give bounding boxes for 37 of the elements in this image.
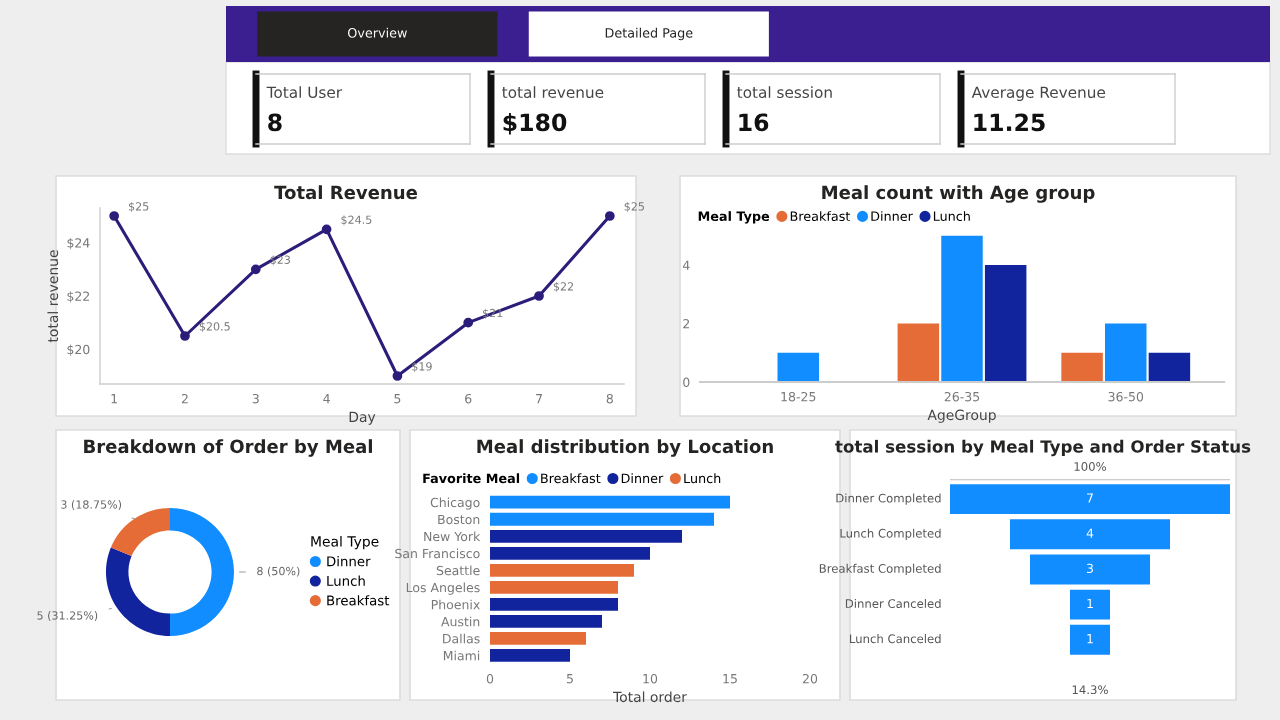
bar <box>490 546 650 560</box>
bar <box>490 495 730 509</box>
text: 16 <box>739 113 769 132</box>
donut-slice <box>110 508 170 557</box>
point <box>604 211 615 221</box>
bar <box>984 265 1027 382</box>
donut-slice <box>170 508 234 636</box>
bar <box>1148 352 1191 382</box>
point <box>463 317 474 328</box>
bar <box>1061 352 1103 382</box>
point <box>250 264 261 275</box>
point <box>392 371 403 381</box>
donut-slice <box>106 547 170 636</box>
point <box>180 331 190 341</box>
bar <box>490 632 586 645</box>
bar <box>490 598 618 611</box>
chart-title: Meal distribution by Location <box>477 439 773 457</box>
text: $180 <box>503 112 567 135</box>
text: 11.25 <box>974 113 1045 132</box>
chart-title: Breakdown of Order by Meal <box>84 439 372 457</box>
bar <box>490 615 602 628</box>
bar <box>897 323 940 382</box>
point <box>321 224 332 235</box>
bar <box>490 580 618 594</box>
bar <box>490 649 570 662</box>
text: total session by Meal Type and Order Status <box>835 439 1251 457</box>
chart-title: Meal count with Age group <box>822 185 1095 203</box>
point <box>534 291 544 301</box>
bar <box>490 529 682 543</box>
bar <box>1105 323 1147 382</box>
bar <box>490 512 714 526</box>
chart-title: Total Revenue <box>274 185 417 200</box>
point <box>109 211 120 221</box>
text: 8 <box>268 113 282 132</box>
bar <box>490 563 634 577</box>
bar <box>777 352 819 382</box>
bar <box>941 235 983 382</box>
